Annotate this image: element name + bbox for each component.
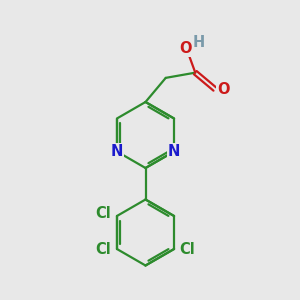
Text: O: O (179, 41, 191, 56)
Text: Cl: Cl (180, 242, 196, 256)
Text: O: O (218, 82, 230, 97)
Text: H: H (193, 34, 205, 50)
Text: Cl: Cl (95, 242, 111, 256)
Text: N: N (168, 144, 180, 159)
Text: N: N (111, 144, 123, 159)
Text: Cl: Cl (95, 206, 111, 220)
